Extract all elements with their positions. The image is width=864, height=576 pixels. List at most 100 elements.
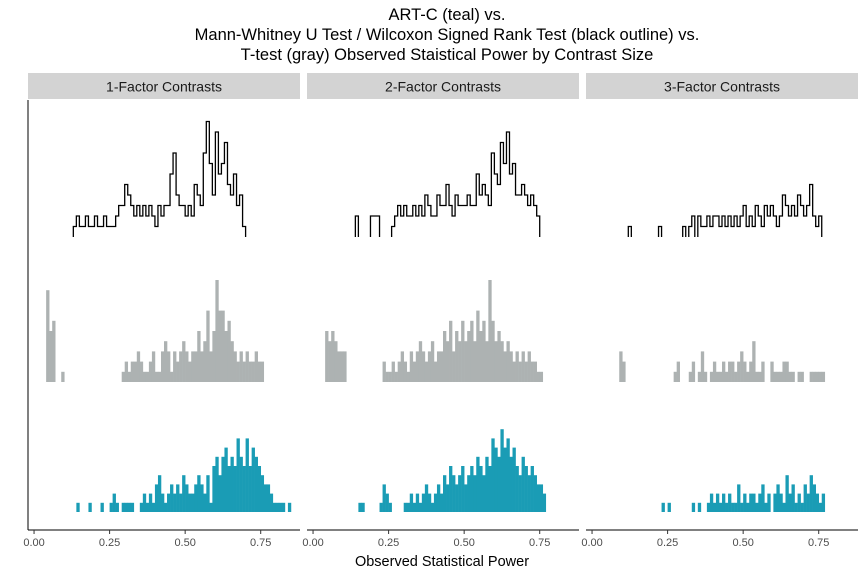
series-gray [619, 341, 826, 382]
histogram-bar [764, 502, 768, 512]
histogram-bar [542, 493, 547, 512]
histogram-bar [773, 371, 777, 382]
histogram-bar [797, 371, 801, 382]
histogram-bar [200, 484, 204, 512]
histogram-bar [221, 310, 225, 382]
histogram-bar [209, 502, 213, 512]
facet-strip-label: 3-Factor Contrasts [664, 79, 780, 95]
histogram-bar [755, 502, 759, 512]
histogram-bar [206, 475, 210, 512]
histogram-bar [509, 351, 513, 382]
x-tick-label: 0.25 [657, 537, 678, 549]
histogram-bar [722, 493, 726, 512]
histogram-bar [233, 351, 237, 382]
histogram-bar [233, 466, 237, 512]
histogram-bar [740, 351, 744, 382]
histogram-bar [272, 502, 277, 512]
histogram-bar [242, 361, 246, 382]
histogram-bar [139, 361, 144, 382]
histogram-bar [737, 361, 741, 382]
x-tick-label: 0.00 [581, 537, 602, 549]
histogram-bar [179, 493, 183, 512]
x-tick-label: 0.00 [302, 537, 323, 549]
histogram-bar [776, 484, 780, 512]
histogram-bar [164, 502, 168, 512]
histogram-bar [797, 493, 801, 512]
histogram-bar [749, 493, 753, 512]
histogram-bar [436, 351, 441, 382]
histogram-bar [409, 493, 414, 512]
histogram-bar [427, 493, 432, 512]
histogram-bar [191, 493, 195, 512]
histogram-bar [521, 456, 525, 512]
histogram-bar [715, 371, 720, 382]
histogram-bar [439, 493, 444, 512]
histogram-bar [173, 351, 177, 382]
histogram-bar [415, 493, 420, 512]
histogram-bar [115, 502, 119, 512]
histogram-bar [728, 493, 732, 512]
histogram-bar [488, 466, 492, 512]
histogram-bar [160, 493, 165, 512]
histogram-bar [731, 502, 735, 512]
histogram-bar [800, 502, 804, 512]
histogram-bar [518, 475, 522, 512]
histogram-bar [167, 493, 171, 512]
histogram-bar [524, 466, 528, 512]
histogram-bar [506, 341, 510, 382]
histogram-bar [121, 502, 126, 512]
series-gray [325, 280, 544, 382]
facet-strip-background [28, 73, 300, 99]
histogram-bar [703, 371, 708, 382]
histogram-bar [815, 493, 820, 512]
histogram-bar [382, 484, 386, 512]
histogram-bar [782, 361, 786, 382]
histogram-bar [239, 351, 243, 382]
histogram-bar [785, 361, 789, 382]
histogram-bar [737, 484, 741, 512]
histogram-bar [52, 320, 56, 382]
x-tick-label: 0.50 [174, 537, 195, 549]
histogram-bar [157, 475, 162, 512]
histogram-bar [497, 331, 501, 382]
histogram-bar [145, 502, 150, 512]
histogram-bar [170, 371, 174, 382]
histogram-bar [424, 484, 429, 512]
facet-strip-label: 2-Factor Contrasts [385, 79, 501, 95]
histogram-bar [124, 502, 129, 512]
histogram-bar [266, 484, 271, 512]
histogram-bar [749, 361, 753, 382]
histogram-bar [382, 361, 386, 382]
histogram-bar [458, 341, 462, 382]
histogram-bar [188, 493, 192, 512]
histogram-bar [263, 484, 268, 512]
histogram-bar [725, 502, 729, 512]
histogram-outline-run [697, 183, 823, 237]
histogram-bar [491, 438, 495, 512]
histogram-bar [800, 371, 804, 382]
histogram-bar [151, 502, 156, 512]
histogram-bar [446, 484, 450, 512]
series-gray [46, 280, 265, 382]
histogram-bar [176, 484, 180, 512]
histogram-bar [245, 438, 249, 512]
histogram-bar [224, 331, 228, 382]
histogram-bar [412, 502, 417, 512]
histogram-bar [400, 351, 405, 382]
histogram-bar [127, 371, 132, 382]
histogram-bar [142, 493, 147, 512]
histogram-bar [697, 502, 702, 512]
histogram-bar [379, 502, 383, 512]
histogram-bar [809, 475, 813, 512]
histogram-outline-run [354, 215, 360, 237]
histogram-bar [61, 371, 65, 382]
histogram-bar [236, 438, 240, 512]
histogram-outline-run [72, 120, 247, 237]
histogram-bar [691, 502, 696, 512]
histogram-bar [209, 351, 213, 382]
x-tick-label: 0.75 [529, 537, 550, 549]
histogram-bar [740, 502, 744, 512]
histogram-bar [212, 331, 216, 382]
